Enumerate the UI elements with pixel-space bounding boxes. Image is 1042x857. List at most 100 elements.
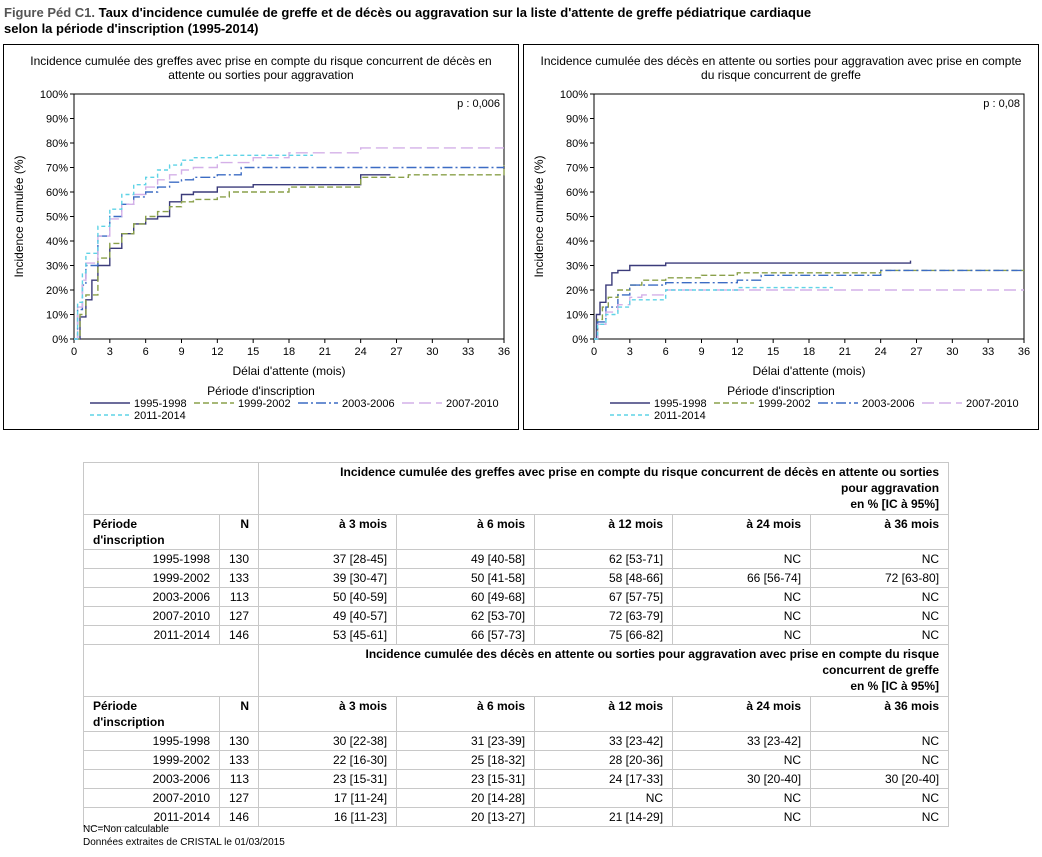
series-line-1995-1998 bbox=[594, 260, 912, 340]
value-cell: NC bbox=[672, 807, 812, 827]
period-cell: 1999-2002 bbox=[83, 750, 220, 770]
n-cell: 146 bbox=[218, 807, 260, 827]
legend-label-1999-2002: 1999-2002 bbox=[758, 398, 811, 410]
y-tick-label: 50% bbox=[566, 212, 588, 224]
header-period-line: d'inscription bbox=[93, 715, 165, 729]
y-tick-label: 100% bbox=[40, 89, 68, 101]
value-cell: 49 [40-57] bbox=[258, 606, 398, 626]
figure-title-line-1: Figure Péd C1. Taux d'incidence cumulée … bbox=[4, 5, 1004, 21]
value-cell: 25 [18-32] bbox=[396, 750, 536, 770]
value-cell: 72 [63-80] bbox=[810, 568, 950, 588]
header-period-line: Période bbox=[93, 517, 138, 531]
legend-label-1995-1998: 1995-1998 bbox=[134, 398, 187, 410]
y-tick-label: 80% bbox=[566, 138, 588, 150]
header-col: à 36 mois bbox=[810, 514, 950, 550]
header-col: à 24 mois bbox=[672, 514, 812, 550]
x-tick-label: 9 bbox=[698, 346, 704, 358]
x-tick-label: 30 bbox=[426, 346, 438, 358]
blank-cell bbox=[82, 644, 260, 697]
x-tick-label: 18 bbox=[803, 346, 815, 358]
header-n: N bbox=[218, 696, 260, 732]
table-row: 2011-2014 146 53 [45-61] 66 [57-73] 75 [66-8… bbox=[83, 625, 950, 645]
y-axis-label: Incidence cumulée (%) bbox=[12, 155, 26, 277]
plot-frame bbox=[73, 93, 505, 340]
figure-title-text: Taux d'incidence cumulée de greffe et de… bbox=[98, 5, 812, 20]
x-tick-label: 24 bbox=[875, 346, 887, 358]
period-cell: 2007-2010 bbox=[83, 606, 220, 626]
chart-title: attente ou sorties pour aggravation bbox=[168, 68, 353, 82]
legend-label-2011-2014: 2011-2014 bbox=[654, 410, 706, 422]
value-cell: 50 [41-58] bbox=[396, 568, 536, 588]
period-cell: 2007-2010 bbox=[83, 788, 220, 808]
x-tick-label: 30 bbox=[946, 346, 958, 358]
chart-title: du risque concurrent de greffe bbox=[701, 68, 861, 82]
y-tick-label: 80% bbox=[46, 138, 68, 150]
value-cell: NC bbox=[672, 750, 812, 770]
x-tick-label: 12 bbox=[211, 346, 223, 358]
value-cell: NC bbox=[810, 606, 950, 626]
n-cell: 133 bbox=[218, 750, 260, 770]
value-cell: NC bbox=[810, 549, 950, 569]
y-tick-label: 10% bbox=[566, 310, 588, 322]
x-tick-label: 15 bbox=[247, 346, 259, 358]
header-col: à 3 mois bbox=[258, 514, 398, 550]
n-cell: 130 bbox=[218, 731, 260, 751]
x-tick-label: 21 bbox=[839, 346, 851, 358]
header-period-line: d'inscription bbox=[93, 533, 165, 547]
period-cell: 2011-2014 bbox=[83, 625, 220, 645]
header-col: à 6 mois bbox=[396, 514, 536, 550]
n-cell: 133 bbox=[218, 568, 260, 588]
chart-title: Incidence cumulée des greffes avec prise… bbox=[30, 54, 491, 68]
section-title-cell: Incidence cumulée des décès en attente o… bbox=[258, 644, 950, 697]
legend-label-1999-2002: 1999-2002 bbox=[238, 398, 291, 410]
n-cell: 113 bbox=[218, 587, 260, 607]
value-cell: 72 [63-79] bbox=[534, 606, 674, 626]
chart-panel-grafts: Incidence cumulée des greffes avec prise… bbox=[3, 44, 519, 430]
figure-title: Figure Péd C1. Taux d'incidence cumulée … bbox=[4, 5, 1004, 37]
header-n: N bbox=[218, 514, 260, 550]
value-cell: 21 [14-29] bbox=[534, 807, 674, 827]
period-cell: 2003-2006 bbox=[83, 587, 220, 607]
period-cell: 1995-1998 bbox=[83, 731, 220, 751]
x-tick-label: 36 bbox=[1018, 346, 1030, 358]
value-cell: 31 [23-39] bbox=[396, 731, 536, 751]
y-tick-label: 10% bbox=[46, 310, 68, 322]
legend-title: Période d'inscription bbox=[207, 384, 315, 398]
value-cell: NC bbox=[672, 606, 812, 626]
series-line-2007-2010 bbox=[594, 289, 1024, 340]
value-cell: NC bbox=[810, 788, 950, 808]
incidence-table-body: Incidence cumulée des greffes avec prise… bbox=[82, 462, 950, 827]
value-cell: 17 [11-24] bbox=[258, 788, 398, 808]
value-cell: NC bbox=[672, 549, 812, 569]
x-tick-label: 12 bbox=[731, 346, 743, 358]
y-tick-label: 60% bbox=[566, 187, 588, 199]
legend-title: Période d'inscription bbox=[727, 384, 835, 398]
series-line-2003-2006 bbox=[594, 269, 1024, 340]
value-cell: 62 [53-71] bbox=[534, 549, 674, 569]
x-tick-label: 24 bbox=[355, 346, 367, 358]
section-title-row: Incidence cumulée des décès en attente o… bbox=[82, 644, 950, 697]
value-cell: 39 [30-47] bbox=[258, 568, 398, 588]
value-cell: 37 [28-45] bbox=[258, 549, 398, 569]
value-cell: 58 [48-66] bbox=[534, 568, 674, 588]
x-tick-label: 0 bbox=[591, 346, 597, 358]
section-title-line: Incidence cumulée des décès en attente o… bbox=[365, 647, 940, 661]
footnote-nc: NC=Non calculable bbox=[83, 824, 169, 835]
value-cell: NC bbox=[810, 731, 950, 751]
x-tick-label: 9 bbox=[178, 346, 184, 358]
value-cell: 49 [40-58] bbox=[396, 549, 536, 569]
section-title-line: concurrent de greffe bbox=[822, 663, 940, 677]
value-cell: NC bbox=[672, 587, 812, 607]
value-cell: NC bbox=[810, 625, 950, 645]
table-row: 1995-1998 130 30 [22-38] 31 [23-39] 33 [23-4… bbox=[83, 731, 950, 751]
figure-title-line-2: selon la période d'inscription (1995-201… bbox=[4, 21, 259, 36]
y-tick-label: 30% bbox=[46, 261, 68, 273]
x-tick-label: 15 bbox=[767, 346, 779, 358]
value-cell: 60 [49-68] bbox=[396, 587, 536, 607]
y-tick-label: 20% bbox=[46, 285, 68, 297]
value-cell: NC bbox=[672, 788, 812, 808]
header-col: à 36 mois bbox=[810, 696, 950, 732]
table-row: 1999-2002 133 22 [16-30] 25 [18-32] 28 [20-3… bbox=[83, 750, 950, 770]
chart-grafts: Incidence cumulée des greffes avec prise… bbox=[12, 54, 510, 422]
section-title-line: en % [IC à 95%] bbox=[850, 679, 940, 693]
